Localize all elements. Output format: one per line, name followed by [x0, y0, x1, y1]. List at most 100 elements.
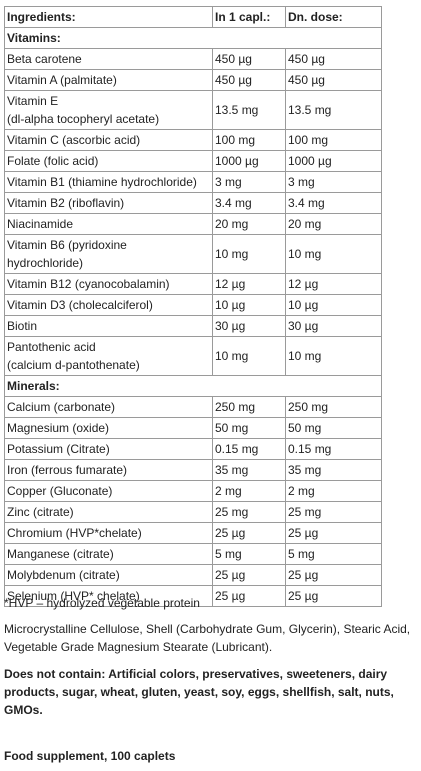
row: Molybdenum (citrate) 25 µg 25 µg [4, 564, 382, 586]
section-cell: Minerals: [4, 375, 382, 397]
row: Copper (Gluconate) 2 mg 2 mg [4, 480, 382, 502]
cell: Vitamin B6 (pyridoxine hydrochloride) [4, 234, 213, 274]
cell: Vitamin D3 (cholecalciferol) [4, 294, 213, 316]
cell: 1000 µg [212, 150, 286, 172]
header-row: Ingredients: In 1 capl.: Dn. dose: [4, 6, 382, 28]
cell: 12 µg [212, 273, 286, 295]
cell: 25 µg [285, 522, 382, 544]
cell: Iron (ferrous fumarate) [4, 459, 213, 481]
cell: 50 mg [285, 417, 382, 439]
row: Vitamin B12 (cyanocobalamin) 12 µg 12 µg [4, 273, 382, 295]
cell: Vitamin B1 (thiamine hydrochloride) [4, 171, 213, 193]
cell: Folate (folic acid) [4, 150, 213, 172]
cell: 30 µg [212, 315, 286, 337]
row: Folate (folic acid) 1000 µg 1000 µg [4, 150, 382, 172]
cell: 3.4 mg [212, 192, 286, 214]
cell: Zinc (citrate) [4, 501, 213, 523]
cell: 13.5 mg [285, 90, 382, 130]
cell: 450 µg [212, 48, 286, 70]
row: Vitamin B1 (thiamine hydrochloride) 3 mg 3… [4, 171, 382, 193]
cell: 25 µg [285, 585, 382, 607]
row: Vitamin C (ascorbic acid) 100 mg 100 mg [4, 129, 382, 151]
row: Vitamin B2 (riboflavin) 3.4 mg 3.4 mg [4, 192, 382, 214]
cell: Vitamin C (ascorbic acid) [4, 129, 213, 151]
section-row: Minerals: [4, 375, 382, 397]
cell: 450 µg [212, 69, 286, 91]
warning: Does not contain: Artificial colors, pre… [4, 665, 414, 719]
cell: Calcium (carbonate) [4, 396, 213, 418]
cell: Vitamin E (dl-alpha tocopheryl acetate) [4, 90, 213, 130]
cell: Molybdenum (citrate) [4, 564, 213, 586]
cell: Selenium (HVP* chelate) [4, 585, 213, 607]
cell: 10 µg [212, 294, 286, 316]
section-cell: Vitamins: [4, 27, 382, 49]
cell: 250 mg [285, 396, 382, 418]
footnote: *HVP – hydrolyzed vegetable protein [4, 596, 200, 610]
cell: 12 µg [285, 273, 382, 295]
cell: Niacinamide [4, 213, 213, 235]
cell: 10 mg [285, 234, 382, 274]
cell: Magnesium (oxide) [4, 417, 213, 439]
row: Niacinamide 20 mg 20 mg [4, 213, 382, 235]
cell: Copper (Gluconate) [4, 480, 213, 502]
cell: 35 mg [212, 459, 286, 481]
row: Potassium (Citrate) 0.15 mg 0.15 mg [4, 438, 382, 460]
cell: 450 µg [285, 69, 382, 91]
warning-label: Does not contain: [4, 667, 106, 681]
row: Magnesium (oxide) 50 mg 50 mg [4, 417, 382, 439]
product: Food supplement, 100 caplets [4, 749, 176, 763]
cell: 25 µg [212, 564, 286, 586]
row: Vitamin D3 (cholecalciferol) 10 µg 10 µg [4, 294, 382, 316]
cell: 0.15 mg [285, 438, 382, 460]
header-cell: In 1 capl.: [212, 6, 286, 28]
cell: 1000 µg [285, 150, 382, 172]
cell: 25 µg [212, 585, 286, 607]
warning-text: Artificial colors, preservatives, sweete… [4, 667, 394, 717]
row: Calcium (carbonate) 250 mg 250 mg [4, 396, 382, 418]
row: Biotin 30 µg 30 µg [4, 315, 382, 337]
cell: 50 mg [212, 417, 286, 439]
cell: 20 mg [212, 213, 286, 235]
cell: 35 mg [285, 459, 382, 481]
other-ingredients: Microcrystalline Cellulose, Shell (Carbo… [4, 622, 411, 654]
cell: 13.5 mg [212, 90, 286, 130]
row: Vitamin E (dl-alpha tocopheryl acetate) 1… [4, 90, 382, 130]
cell: Pantothenic acid (calcium d-pantothenate… [4, 336, 213, 376]
cell: 10 µg [285, 294, 382, 316]
cell: Potassium (Citrate) [4, 438, 213, 460]
cell: 3 mg [212, 171, 286, 193]
cell: Manganese (citrate) [4, 543, 213, 565]
row: Vitamin A (palmitate) 450 µg 450 µg [4, 69, 382, 91]
row: Zinc (citrate) 25 mg 25 mg [4, 501, 382, 523]
cell: 5 mg [212, 543, 286, 565]
header-cell: Ingredients: [4, 6, 213, 28]
cell: 450 µg [285, 48, 382, 70]
row: Iron (ferrous fumarate) 35 mg 35 mg [4, 459, 382, 481]
cell: 2 mg [212, 480, 286, 502]
cell: Vitamin B12 (cyanocobalamin) [4, 273, 213, 295]
cell: 10 mg [212, 234, 286, 274]
section-row: Vitamins: [4, 27, 382, 49]
cell: 2 mg [285, 480, 382, 502]
row: Beta carotene 450 µg 450 µg [4, 48, 382, 70]
cell: 10 mg [285, 336, 382, 376]
cell: Vitamin A (palmitate) [4, 69, 213, 91]
cell: 20 mg [285, 213, 382, 235]
cell: 3.4 mg [285, 192, 382, 214]
cell: 3 mg [285, 171, 382, 193]
row: Selenium (HVP* chelate) 25 µg 25 µg [4, 585, 382, 607]
cell: 0.15 mg [212, 438, 286, 460]
row: Chromium (HVP*chelate) 25 µg 25 µg [4, 522, 382, 544]
row: Vitamin B6 (pyridoxine hydrochloride) 10 … [4, 234, 382, 274]
ingredients-table: Ingredients: In 1 capl.: Dn. dose: Vitamins… [4, 6, 382, 607]
cell: 10 mg [212, 336, 286, 376]
cell: 100 mg [285, 129, 382, 151]
header-cell: Dn. dose: [285, 6, 382, 28]
cell: 25 µg [212, 522, 286, 544]
cell: 25 mg [285, 501, 382, 523]
row: Pantothenic acid (calcium d-pantothenate… [4, 336, 382, 376]
cell: Biotin [4, 315, 213, 337]
row: Manganese (citrate) 5 mg 5 mg [4, 543, 382, 565]
cell: 30 µg [285, 315, 382, 337]
